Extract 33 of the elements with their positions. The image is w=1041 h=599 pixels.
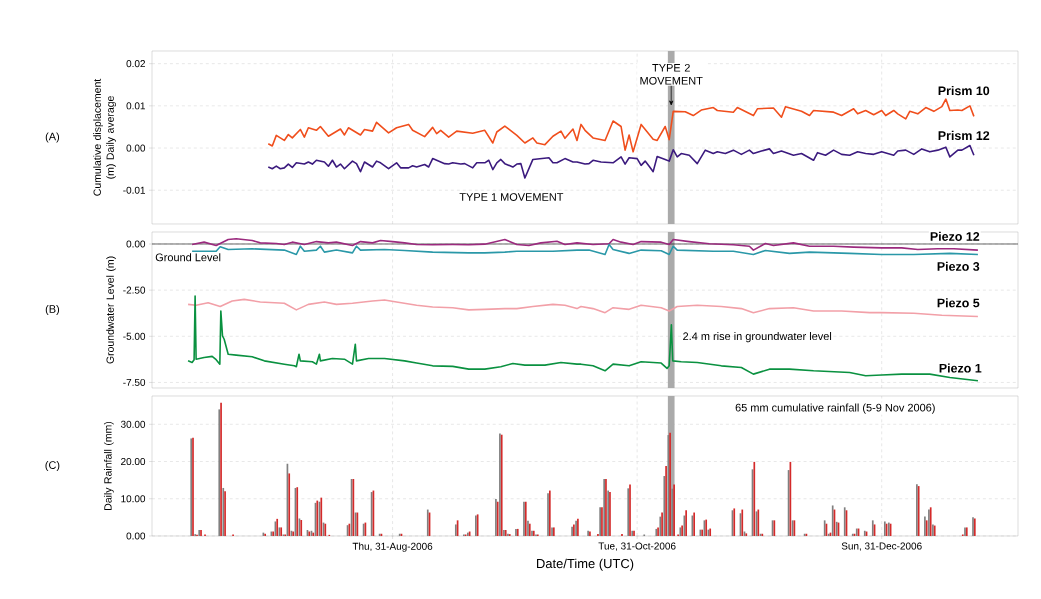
y-tick-label: 0.00 [126, 532, 146, 540]
y-tick-label: 0.00 [126, 240, 146, 248]
series-label: Piezo 3 [937, 261, 980, 271]
annotation: TYPE 2 MOVEMENT [640, 63, 703, 85]
y-axis-title: Daily Rainfall (mm) [103, 421, 114, 510]
text: (C) [45, 460, 60, 472]
y-tick-label: 0.00 [126, 144, 146, 152]
series-label: Piezo 1 [939, 363, 982, 373]
annotation: 65 mm cumulative rainfall (5-9 Nov 2006) [735, 403, 935, 414]
annotation: 2.4 m rise in groundwater level [683, 332, 832, 343]
annotation: TYPE 1 MOVEMENT [459, 193, 564, 201]
ref-line-label: Ground Level [155, 253, 221, 262]
y-tick-label: 20.00 [121, 457, 146, 466]
x-tick-label: Thu, 31-Aug-2006 [352, 542, 433, 552]
y-axis-title: Groundwater Level (m) [106, 256, 116, 364]
series-label: Prism 10 [938, 86, 990, 96]
y-tick-label: 30.00 [120, 420, 146, 428]
text: (A) [45, 132, 60, 143]
y-tick-label: -0.01 [123, 186, 146, 194]
y-tick-label: 0.02 [126, 60, 145, 68]
x-tick-label: Sun, 31-Dec-2006 [841, 542, 922, 551]
series-label: Piezo 12 [930, 231, 980, 241]
series-label: Prism 12 [938, 130, 990, 141]
x-tick-label: Tue, 31-Oct-2006 [598, 542, 676, 551]
y-tick-label: -5.00 [123, 332, 146, 340]
y-tick-label: 0.01 [126, 102, 146, 110]
y-axis-title: Cumulative displacement (m) Daily average [93, 78, 116, 196]
text: (B) [45, 304, 60, 316]
series-label: Piezo 5 [937, 298, 980, 308]
y-tick-label: -2.50 [123, 286, 146, 294]
y-tick-label: 10.00 [121, 495, 146, 503]
x-axis-title: Date/Time (UTC) [537, 558, 634, 571]
y-tick-label: -7.50 [123, 378, 146, 386]
